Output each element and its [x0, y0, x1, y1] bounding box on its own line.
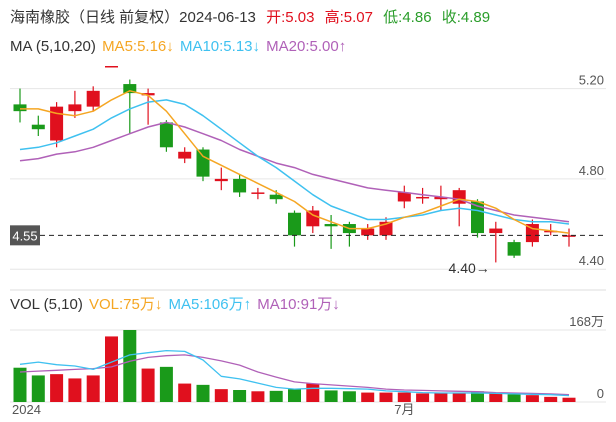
candle-body — [31, 124, 45, 130]
volume-bar — [13, 367, 27, 402]
volume-bar — [123, 330, 137, 402]
price-tick-label: 4.40 — [579, 253, 604, 268]
volume-bar — [86, 375, 100, 402]
volume-tick-label: 168万 — [569, 314, 604, 329]
volume-bar — [489, 393, 503, 402]
volume-bar — [434, 393, 448, 402]
candle-body — [159, 122, 173, 148]
volume-bar — [196, 384, 210, 402]
candle-body — [324, 224, 338, 227]
candle-body — [251, 192, 265, 194]
low-price: 低:4.86 — [383, 9, 432, 26]
volume-bar — [324, 390, 338, 402]
volume-bar — [342, 391, 356, 402]
candle-body — [13, 104, 27, 112]
candle-body — [178, 151, 192, 159]
volume-bar — [251, 391, 265, 402]
vol-ma5-line — [19, 349, 570, 397]
ma5-line — [20, 90, 570, 234]
volume-tick-label: 0 — [597, 386, 604, 401]
candle-body — [123, 84, 137, 94]
volume-bar — [141, 368, 155, 402]
chart-header: 海南橡胶（日线 前复权）2024-06-13 开:5.03 高:5.07 低:4… — [10, 6, 490, 30]
candle-body — [196, 149, 210, 177]
volume-bar — [562, 397, 576, 402]
x-axis-label: 7月 — [394, 402, 414, 417]
candle-body — [434, 196, 448, 200]
ma10-legend: MA10:5.13↓ — [179, 38, 260, 55]
volume-bar — [50, 374, 64, 402]
candle-body — [489, 228, 503, 234]
vol-ma10-legend: MA10:91万↓ — [257, 296, 340, 313]
ma10-line — [19, 99, 570, 225]
x-axis-label: 2024 — [12, 402, 41, 417]
volume-bar — [544, 396, 558, 402]
volume-bar — [105, 336, 118, 402]
current-price-badge — [10, 225, 40, 246]
ma-legend-name: MA (5,10,20) — [10, 38, 96, 55]
volume-bar — [159, 366, 173, 402]
vol-value-legend: VOL:75万↓ — [88, 296, 163, 313]
volume-bar — [31, 375, 45, 402]
candle-body — [306, 210, 320, 227]
current-price-label: 4.55 — [12, 228, 37, 243]
vol-legend-name: VOL (5,10) — [10, 296, 83, 313]
volume-bar — [452, 392, 466, 402]
low-annotation: 4.40→ — [449, 260, 490, 276]
volume-bar — [397, 392, 411, 402]
candle-body — [361, 228, 375, 236]
candle-body — [233, 178, 247, 193]
close-price: 收:4.89 — [441, 9, 491, 26]
price-tick-label: 5.20 — [579, 73, 604, 88]
high-price: 高:5.07 — [324, 9, 373, 26]
vol-legend: VOL (5,10) VOL:75万↓ MA5:106万↑ MA10:91万↓ — [10, 294, 342, 316]
vol-ma10-line — [19, 354, 570, 396]
candle-body — [269, 194, 283, 200]
chart-date: 2024-06-13 — [179, 9, 256, 26]
candle-body — [416, 196, 430, 199]
ma-legend: MA (5,10,20) MA5:5.16↓ MA10:5.13↓ MA20:5… — [10, 36, 348, 58]
volume-bar — [288, 389, 301, 402]
candle-body — [105, 66, 118, 68]
candle-body — [86, 90, 100, 107]
vol-ma5-legend: MA5:106万↑ — [168, 296, 252, 313]
volume-bar — [525, 395, 539, 402]
candle-body — [288, 212, 301, 236]
open-price: 开:5.03 — [266, 9, 315, 26]
volume-bar — [269, 390, 283, 402]
ma5-legend: MA5:5.16↓ — [102, 38, 174, 55]
chart-title: 海南橡胶（日线 前复权） — [10, 9, 180, 26]
volume-bar — [471, 391, 484, 402]
volume-bar — [361, 392, 375, 402]
candle-body — [50, 106, 64, 141]
volume-bar — [507, 394, 521, 402]
ma20-line — [19, 121, 570, 223]
candle-body — [68, 104, 82, 112]
volume-bar — [68, 378, 82, 402]
volume-bar — [233, 390, 247, 402]
candle-body — [562, 235, 576, 237]
candle-body — [507, 242, 521, 256]
candle-body — [397, 192, 411, 202]
candle-body — [544, 230, 558, 233]
price-tick-label: 4.80 — [579, 163, 604, 178]
ma20-legend: MA20:5.00↑ — [266, 38, 347, 55]
candle-body — [141, 93, 155, 96]
volume-bar — [306, 383, 320, 402]
volume-bar — [416, 393, 430, 402]
candle-body — [214, 178, 228, 182]
volume-bar — [178, 383, 192, 402]
volume-bar — [214, 389, 228, 402]
volume-bar — [379, 392, 393, 402]
